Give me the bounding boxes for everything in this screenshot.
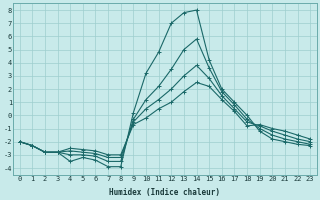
X-axis label: Humidex (Indice chaleur): Humidex (Indice chaleur): [109, 188, 220, 197]
